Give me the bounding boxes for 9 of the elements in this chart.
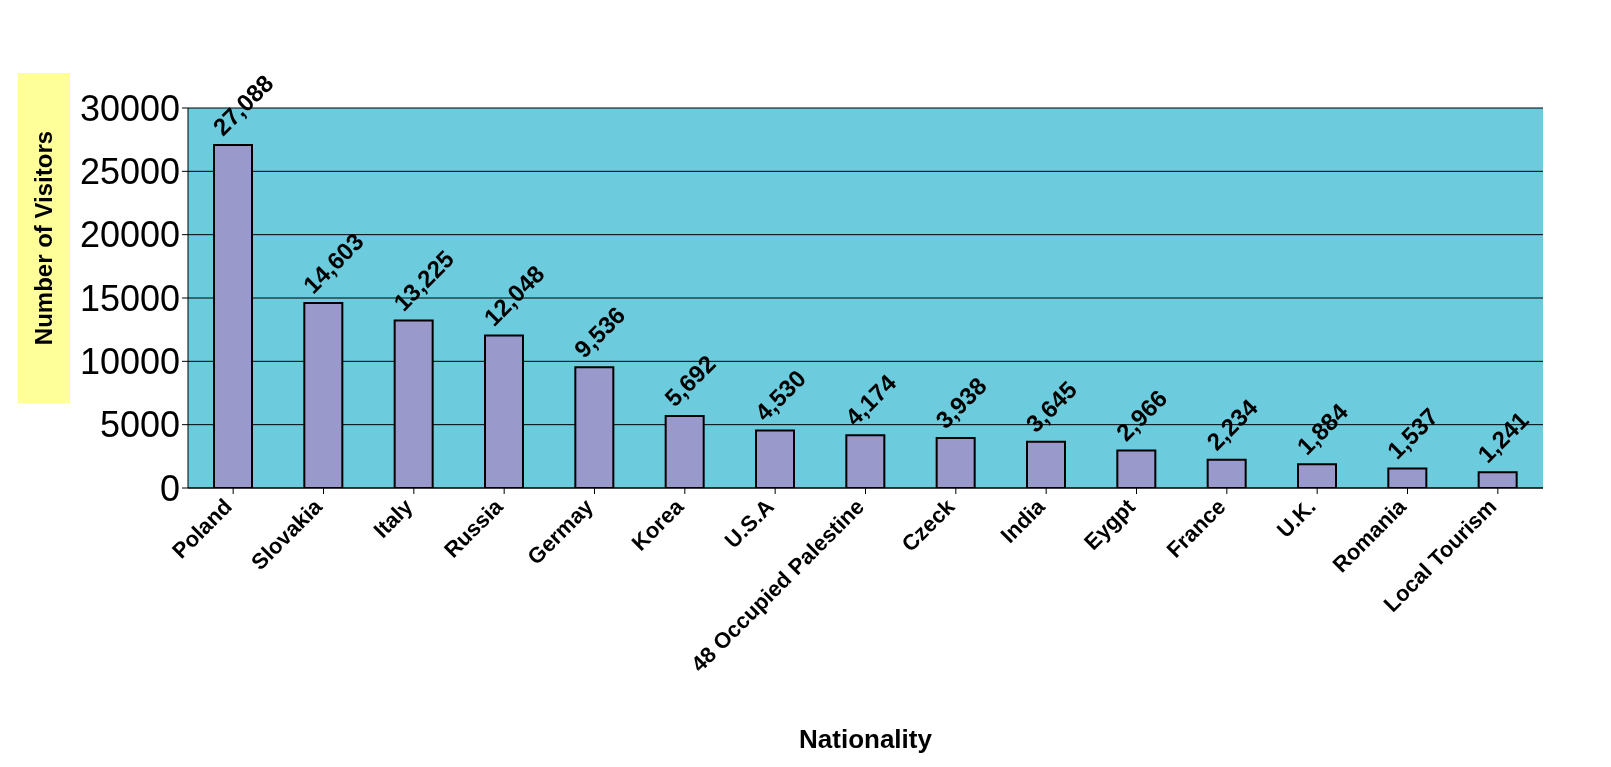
y-tick-label: 20000: [79, 214, 180, 256]
y-tick-label: 25000: [79, 151, 180, 193]
y-tick-label: 10000: [79, 341, 180, 383]
y-tick-label: 15000: [79, 277, 180, 319]
y-tick-label: 30000: [79, 87, 180, 129]
y-axis-title: Number of Visitors: [30, 130, 58, 346]
x-tick-label: U.K.: [1271, 493, 1321, 543]
y-tick-label: 5000: [99, 404, 180, 446]
x-axis-title: Nationality: [799, 724, 933, 754]
